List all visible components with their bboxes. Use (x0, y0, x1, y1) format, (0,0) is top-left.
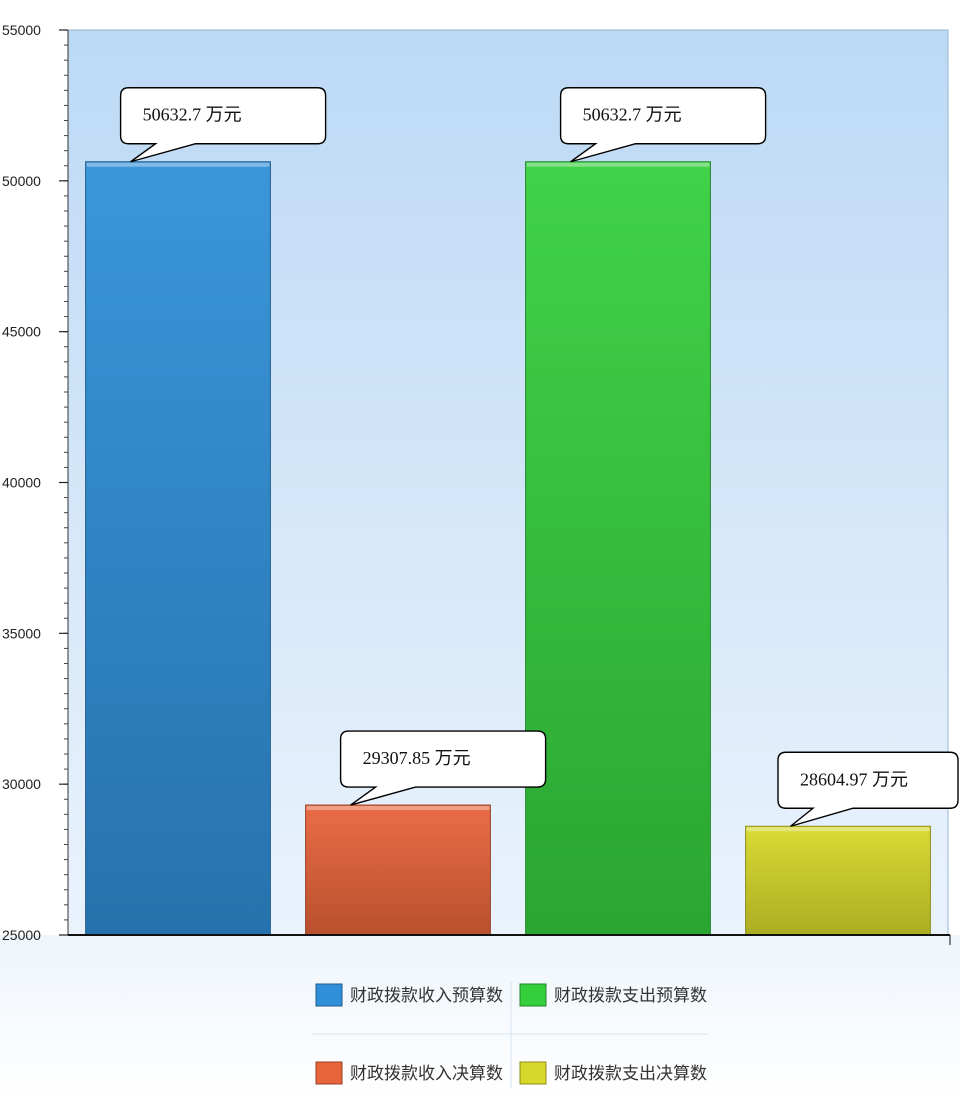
y-tick-label: 45000 (2, 324, 41, 340)
bar (305, 804, 491, 936)
legend-swatch (519, 1061, 547, 1085)
data-label-callout-box (339, 730, 547, 806)
legend-label: 财政拨款支出决算数 (554, 1064, 707, 1084)
legend-label: 财政拨款支出预算数 (554, 986, 707, 1006)
y-tick-label: 40000 (2, 475, 41, 491)
bar-highlight (746, 827, 930, 832)
y-axis: 25000 30000 35000 40000 45000 50000 55000 (2, 22, 69, 943)
bar-highlight (306, 806, 490, 811)
bar-highlight (86, 162, 270, 167)
y-tick-label: 50000 (2, 173, 41, 189)
bar (525, 161, 711, 936)
legend-area-background (0, 935, 960, 1099)
data-label: 28604.97 万元 (800, 769, 908, 789)
data-label-callout-box (777, 751, 959, 827)
y-tick-label: 25000 (2, 927, 41, 943)
bar (85, 161, 271, 936)
y-tick-label: 55000 (2, 22, 41, 38)
y-tick-label: 30000 (2, 776, 41, 792)
y-tick-label: 35000 (2, 625, 41, 641)
legend-label: 财政拨款收入决算数 (350, 1064, 503, 1084)
bar-highlight (526, 162, 710, 167)
legend-label: 财政拨款收入预算数 (350, 986, 503, 1006)
data-label: 50632.7 万元 (143, 105, 242, 125)
legend-swatch (315, 983, 343, 1007)
legend-swatch (315, 1061, 343, 1085)
data-label-callout-box (559, 87, 767, 163)
bar (745, 825, 931, 936)
data-label-callouts: 50632.7 万元 29307.85 万元 50632.7 万元 28604.97 … (119, 87, 959, 827)
bars-group (68, 161, 951, 945)
data-label: 29307.85 万元 (363, 748, 471, 768)
data-label-callout-box (119, 87, 327, 163)
legend-swatch (519, 983, 547, 1007)
data-label: 50632.7 万元 (583, 105, 682, 125)
